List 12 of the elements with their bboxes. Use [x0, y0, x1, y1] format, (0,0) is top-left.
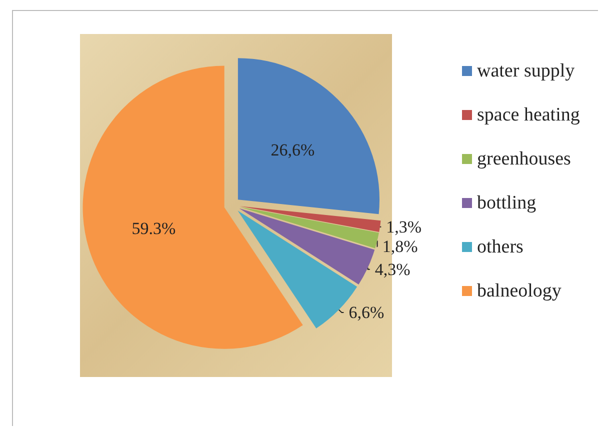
- data-label: 59.3%: [132, 219, 176, 238]
- legend-label: greenhouses: [477, 148, 571, 170]
- data-label: 1,8%: [382, 237, 418, 256]
- data-label: 26,6%: [270, 140, 315, 160]
- data-label: 4,3%: [374, 260, 410, 279]
- legend-label: space heating: [477, 104, 580, 126]
- data-label: 6,6%: [348, 302, 384, 322]
- legend-label: others: [477, 236, 524, 258]
- legend-label: balneology: [477, 280, 562, 302]
- data-label: 1,3%: [386, 217, 422, 236]
- legend-label: water supply: [477, 60, 576, 82]
- legend-label: bottling: [477, 192, 537, 214]
